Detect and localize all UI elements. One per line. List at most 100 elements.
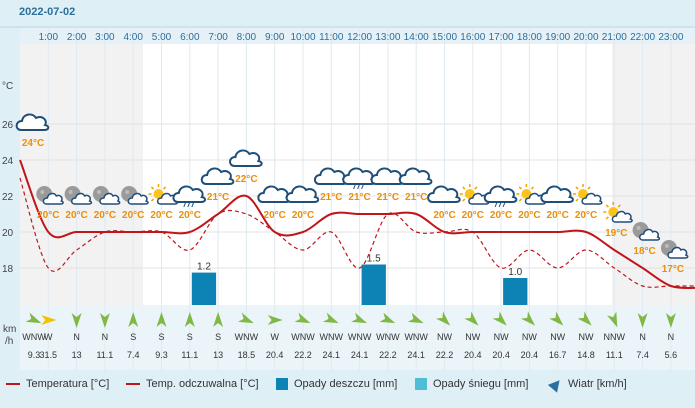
moon-crater	[125, 190, 130, 194]
sun-icon	[153, 189, 164, 199]
raindrop	[187, 201, 191, 208]
hour-label: 9:00	[265, 32, 285, 43]
sun-icon	[578, 189, 588, 199]
rain-bar	[191, 272, 217, 305]
wind-direction: WNW	[22, 332, 46, 342]
sun-ray	[587, 186, 591, 190]
wind-direction: NW	[437, 332, 452, 342]
wind-direction: W	[270, 332, 279, 342]
partly-cloudy-night-icon	[42, 192, 64, 205]
cloud-icon	[540, 185, 574, 203]
hour-label: 3:00	[95, 32, 115, 43]
wind-speed: 31.5	[40, 350, 58, 360]
wind-direction: NW	[579, 332, 594, 342]
wind-arrow-icon	[520, 311, 536, 326]
temp-label: 20°C	[433, 210, 455, 221]
partly-cloudy-night-icon	[99, 192, 121, 205]
wind-arrow-icon	[128, 312, 139, 327]
hour-label: 11:00	[319, 32, 344, 43]
wind-speed: 11.1	[181, 350, 198, 360]
wind-speed: 20.4	[492, 350, 510, 360]
temp-label: 20°C	[37, 210, 59, 221]
hour-label: 8:00	[237, 32, 257, 43]
hour-label: 22:00	[630, 32, 655, 43]
wind-direction: S	[158, 332, 164, 342]
wind-direction: N	[102, 332, 109, 342]
wind-speed: 5.6	[665, 350, 678, 360]
rain-bar	[361, 264, 386, 305]
sun-ray	[605, 216, 609, 220]
wind-direction: WNW	[376, 332, 400, 342]
raindrop	[353, 183, 357, 190]
cloud-icon	[229, 149, 263, 167]
wind-arrow-icon	[464, 311, 479, 326]
wind-speed: 24.1	[323, 350, 341, 360]
wind-arrow-icon	[549, 311, 564, 326]
wind-arrow-icon	[407, 312, 424, 324]
raindrop	[494, 201, 498, 208]
temp-label: 19°C	[605, 228, 627, 239]
wind-arrow-icon	[665, 313, 676, 328]
wind-arrow-icon	[25, 312, 42, 324]
sun-ray	[530, 186, 535, 190]
wind-direction: NW	[494, 332, 509, 342]
legend-temp-label: Temperatura [°C]	[26, 378, 110, 390]
temp-label: 20°C	[575, 210, 597, 221]
wind-speed: 24.1	[351, 350, 369, 360]
cloud-icon	[427, 185, 461, 203]
temp-label: 20°C	[518, 210, 540, 221]
wind-speed: 9.3	[28, 350, 41, 360]
sun-ray	[575, 198, 579, 202]
rain-bar-label: 1.0	[508, 267, 522, 278]
wind-arrow-icon	[238, 312, 254, 324]
legend-rain: Opady deszczu [mm]	[276, 378, 397, 391]
y-tick-label: 26	[2, 120, 14, 131]
wind-direction: WNW	[291, 332, 315, 342]
cloud-rain-icon	[483, 185, 518, 203]
raindrop	[191, 201, 195, 208]
hour-label: 10:00	[290, 32, 315, 43]
wind-arrow-icon	[267, 315, 283, 325]
moon-crater	[664, 244, 669, 248]
night-shade-left	[20, 44, 143, 305]
hour-label: 13:00	[375, 32, 400, 43]
cloud-icon	[200, 167, 235, 185]
wind-direction: WNW	[348, 332, 372, 342]
wind-unit-label: /h	[5, 336, 13, 347]
wind-arrow-icon	[436, 311, 451, 326]
legend-feels: Temp. odczuwalna [°C]	[126, 378, 259, 390]
sun-ray	[605, 204, 609, 208]
sun-ray	[617, 204, 621, 208]
raindrop	[361, 183, 365, 190]
temp-label: 20°C	[462, 210, 484, 221]
moon-crater	[96, 190, 101, 194]
wind-speed: 20.4	[521, 350, 539, 360]
sun-icon	[608, 207, 619, 217]
wind-speed: 14.8	[577, 350, 595, 360]
temp-label: 21°C	[320, 192, 342, 203]
y-tick-label: 24	[2, 156, 14, 167]
moon-crater	[636, 226, 641, 230]
cloud-rain-icon	[172, 185, 207, 203]
wind-direction: NW	[465, 332, 480, 342]
hour-label: 12:00	[347, 32, 372, 43]
wind-speed: 18.5	[238, 350, 256, 360]
partly-cloudy-night-icon	[638, 228, 661, 241]
cloud-icon	[15, 113, 50, 131]
temp-label: 20°C	[122, 210, 144, 221]
temp-label: 20°C	[264, 210, 286, 221]
wind-direction: N	[73, 332, 80, 342]
temp-label: 20°C	[292, 210, 314, 221]
hour-label: 20:00	[573, 32, 598, 43]
hour-label: 7:00	[208, 32, 228, 43]
wind-direction: WNW	[235, 332, 259, 342]
chart-svg: 18 20 22 24 26 °C 1:00 2:00 3:00 4:00 5:00 6:00 7:00…	[0, 26, 695, 370]
sun-ray	[575, 186, 579, 190]
wind-arrow-icon	[184, 312, 195, 327]
y-tick-label: 22	[2, 192, 14, 203]
rain-bar-label: 1.5	[367, 254, 381, 265]
wind-direction: S	[187, 332, 193, 342]
partly-cloudy-night-icon	[70, 192, 93, 205]
y-tick-label: 20	[2, 228, 14, 239]
hour-header-band	[20, 27, 695, 44]
